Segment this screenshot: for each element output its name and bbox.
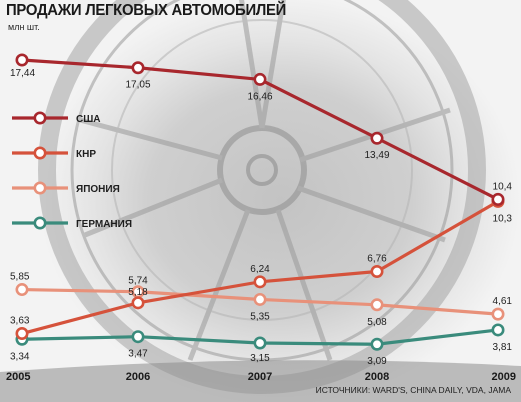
data-point-japan-2007: [253, 292, 267, 306]
x-tick-2009: 2009: [492, 371, 516, 383]
data-label-japan-2009: 4,61: [493, 296, 513, 307]
data-label-usa-2005: 17,44: [10, 68, 35, 79]
data-label-usa-2007: 16,46: [247, 91, 272, 102]
data-point-china-2005: [15, 327, 29, 341]
data-label-usa-2009: 10,4: [493, 181, 513, 192]
data-point-china-2007: [253, 275, 267, 289]
data-point-germany-2007: [253, 336, 267, 350]
data-point-usa-2007: [253, 72, 267, 86]
unit-label: млн шт.: [8, 22, 40, 32]
x-tick-2005: 2005: [6, 371, 30, 383]
data-point-germany-2009: [491, 323, 505, 337]
data-point-germany-2006: [131, 330, 145, 344]
data-point-japan-2008: [370, 298, 384, 312]
data-point-germany-2008: [370, 337, 384, 351]
data-label-germany-2006: 3,47: [128, 349, 148, 360]
data-label-usa-2008: 13,49: [364, 150, 389, 161]
data-label-usa-2006: 17,05: [125, 80, 150, 91]
data-point-china-2006: [131, 296, 145, 310]
data-label-japan-2005: 5,85: [10, 272, 30, 283]
legend-label-usa: США: [76, 114, 101, 125]
data-point-usa-2005: [15, 53, 29, 67]
data-label-japan-2007: 5,35: [250, 311, 270, 322]
legend-marker-germany: [33, 216, 47, 230]
data-label-china-2005: 3,63: [10, 316, 30, 327]
data-label-china-2006: 5,18: [128, 287, 148, 298]
data-label-germany-2009: 3,81: [493, 342, 513, 353]
legend-marker-china: [33, 146, 47, 160]
data-label-china-2008: 6,76: [367, 254, 387, 265]
legend-label-china: КНР: [76, 149, 96, 160]
data-point-usa-2009: [491, 192, 505, 206]
chart-title: ПРОДАЖИ ЛЕГКОВЫХ АВТОМОБИЛЕЙ: [6, 2, 287, 19]
x-tick-2007: 2007: [248, 371, 272, 383]
data-point-japan-2009: [491, 307, 505, 321]
x-tick-2006: 2006: [126, 371, 150, 383]
data-label-china-2009: 10,3: [493, 213, 513, 224]
data-label-germany-2005: 3,34: [10, 351, 30, 362]
data-label-germany-2007: 3,15: [250, 353, 270, 364]
data-point-usa-2008: [370, 131, 384, 145]
legend-label-japan: ЯПОНИЯ: [76, 184, 120, 195]
legend-marker-japan: [33, 181, 47, 195]
data-point-china-2008: [370, 265, 384, 279]
data-label-germany-2008: 3,09: [367, 356, 387, 367]
source-note: ИСТОЧНИКИ: WARD'S, CHINA DAILY, VDA, JAM…: [315, 385, 511, 395]
data-label-japan-2006: 5,74: [128, 276, 148, 287]
x-tick-2008: 2008: [365, 371, 389, 383]
data-label-china-2007: 6,24: [250, 264, 270, 275]
data-point-japan-2005: [15, 283, 29, 297]
legend-label-germany: ГЕРМАНИЯ: [76, 219, 132, 230]
data-point-usa-2006: [131, 61, 145, 75]
data-label-japan-2008: 5,08: [367, 317, 387, 328]
legend-marker-usa: [33, 111, 47, 125]
